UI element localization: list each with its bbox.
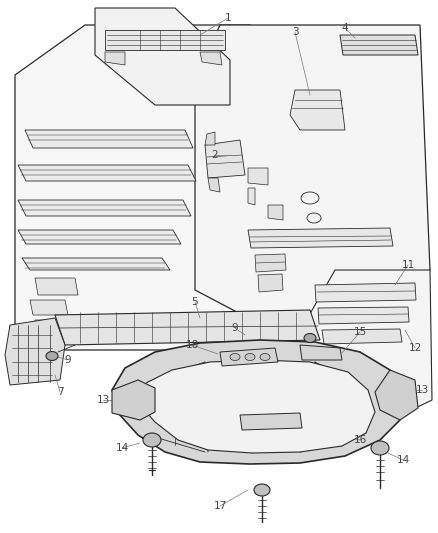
Text: 18: 18 [185, 340, 198, 350]
Polygon shape [18, 200, 191, 216]
Text: 14: 14 [396, 455, 410, 465]
Polygon shape [200, 52, 222, 65]
Polygon shape [295, 270, 432, 430]
Polygon shape [105, 52, 125, 65]
Polygon shape [248, 228, 393, 248]
Ellipse shape [260, 353, 270, 360]
Text: 17: 17 [213, 501, 226, 511]
Polygon shape [55, 310, 320, 345]
Text: 14: 14 [115, 443, 129, 453]
Text: 12: 12 [408, 343, 422, 353]
Polygon shape [240, 413, 302, 430]
Text: 3: 3 [292, 27, 298, 37]
Ellipse shape [371, 441, 389, 455]
Text: 4: 4 [342, 23, 348, 33]
Text: 13: 13 [415, 385, 429, 395]
Ellipse shape [46, 351, 58, 360]
Text: 13: 13 [96, 395, 110, 405]
Text: 16: 16 [353, 435, 367, 445]
Polygon shape [268, 205, 283, 220]
Polygon shape [136, 360, 375, 453]
Text: 5: 5 [192, 297, 198, 307]
Polygon shape [300, 345, 342, 360]
Ellipse shape [230, 353, 240, 360]
Polygon shape [315, 283, 416, 302]
Polygon shape [340, 35, 418, 55]
Polygon shape [35, 278, 78, 295]
Polygon shape [248, 168, 268, 185]
Ellipse shape [254, 484, 270, 496]
Text: 1: 1 [225, 13, 231, 23]
Text: 9: 9 [232, 323, 238, 333]
Polygon shape [105, 30, 225, 50]
Polygon shape [25, 130, 193, 148]
Polygon shape [322, 329, 402, 344]
Text: 15: 15 [353, 327, 367, 337]
Polygon shape [18, 165, 196, 181]
Polygon shape [220, 348, 278, 366]
Polygon shape [248, 188, 255, 205]
Polygon shape [22, 258, 170, 270]
Polygon shape [112, 380, 155, 420]
Polygon shape [258, 274, 283, 292]
Polygon shape [318, 307, 409, 324]
Ellipse shape [143, 433, 161, 447]
Polygon shape [205, 132, 215, 145]
Polygon shape [290, 90, 345, 130]
Polygon shape [35, 320, 56, 330]
Polygon shape [5, 318, 65, 385]
Text: 9: 9 [65, 355, 71, 365]
Polygon shape [205, 140, 245, 178]
Polygon shape [112, 340, 405, 464]
Polygon shape [95, 8, 230, 105]
Ellipse shape [304, 334, 316, 343]
Polygon shape [30, 300, 68, 315]
Polygon shape [255, 254, 286, 272]
Text: 11: 11 [401, 260, 415, 270]
Polygon shape [15, 25, 330, 350]
Ellipse shape [245, 353, 255, 360]
Polygon shape [208, 178, 220, 192]
Polygon shape [195, 25, 430, 340]
Text: 7: 7 [57, 387, 64, 397]
Polygon shape [375, 370, 418, 420]
Polygon shape [18, 230, 181, 244]
Text: 2: 2 [212, 150, 218, 160]
